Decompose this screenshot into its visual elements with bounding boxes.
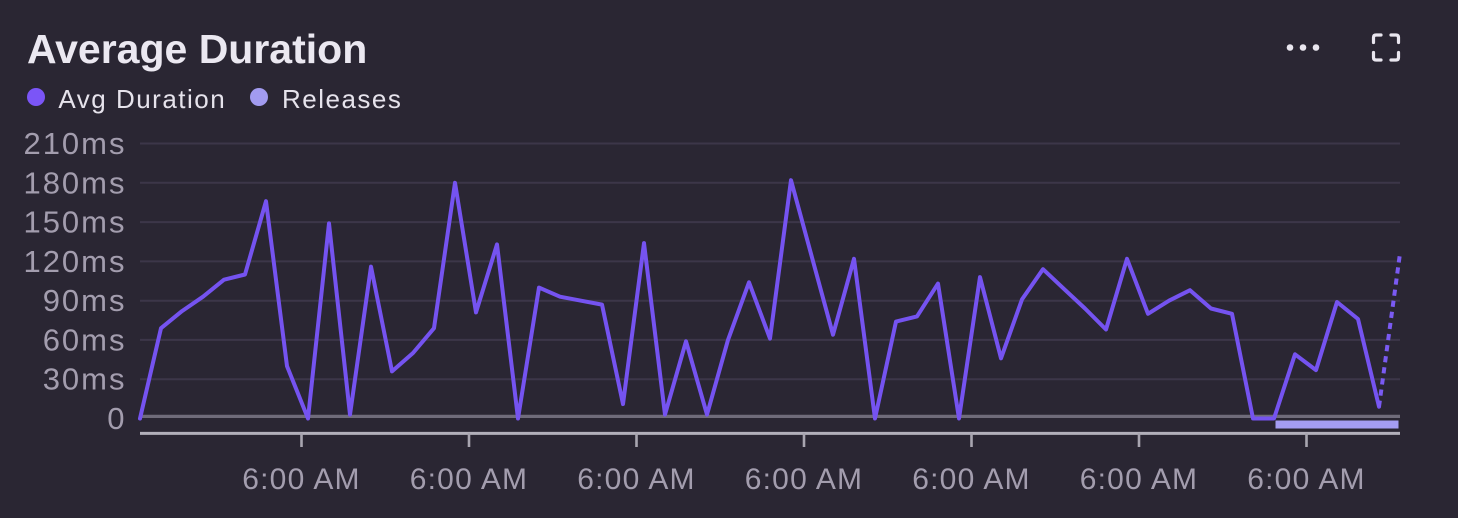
svg-text:60ms: 60ms — [43, 322, 127, 357]
svg-text:90ms: 90ms — [43, 283, 127, 318]
svg-text:6:00 AM: 6:00 AM — [242, 463, 360, 496]
svg-text:0: 0 — [107, 401, 126, 436]
svg-text:30ms: 30ms — [43, 362, 127, 397]
svg-text:120ms: 120ms — [23, 244, 126, 279]
svg-text:6:00 AM: 6:00 AM — [1080, 463, 1198, 496]
svg-text:6:00 AM: 6:00 AM — [1247, 463, 1365, 496]
svg-text:150ms: 150ms — [23, 205, 126, 240]
svg-text:210ms: 210ms — [23, 126, 126, 161]
svg-text:6:00 AM: 6:00 AM — [745, 463, 863, 496]
svg-text:180ms: 180ms — [23, 165, 126, 200]
svg-text:6:00 AM: 6:00 AM — [577, 463, 695, 496]
svg-text:6:00 AM: 6:00 AM — [912, 463, 1030, 496]
svg-text:6:00 AM: 6:00 AM — [410, 463, 528, 496]
